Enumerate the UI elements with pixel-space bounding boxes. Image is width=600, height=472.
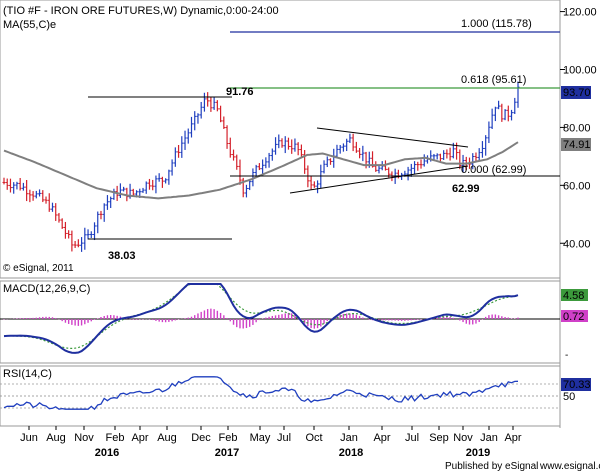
x-tick-label: Feb — [219, 432, 238, 444]
macd-value-badge — [561, 289, 588, 301]
signal-value-badge — [561, 310, 588, 322]
last-price-badge-text: 93.70 — [563, 87, 591, 99]
x-tick-label: Apr — [373, 432, 390, 444]
low-label: 38.03 — [108, 250, 136, 262]
macd-value-badge-text: 4.58 — [563, 290, 584, 302]
x-tick-label: Jan — [480, 432, 498, 444]
x-tick-label: Apr — [504, 432, 521, 444]
x-tick-label: Aug — [46, 432, 66, 444]
macd-signal-line — [4, 283, 519, 350]
fib-level-1000-label: 1.000 (115.78) — [461, 18, 532, 30]
ma-value-badge-text: 74.91 — [563, 139, 591, 151]
rsi-value-badge — [561, 378, 591, 391]
x-tick-label: Jul — [277, 432, 291, 444]
footer-website: www.esignal.com — [539, 461, 600, 472]
x-tick-label: Jul — [405, 432, 419, 444]
fib-level-0618-label: 0.618 (95.61) — [461, 74, 526, 86]
macd-axis-label: - — [565, 350, 568, 361]
signal-value-badge-text: 0.72 — [563, 311, 584, 323]
x-tick-label: Jun — [20, 432, 38, 444]
x-tick-label: Nov — [453, 432, 473, 444]
x-tick-label: Nov — [74, 432, 94, 444]
x-year-label: 2018 — [339, 447, 363, 459]
triangle-lower-trendline — [289, 165, 469, 194]
footer-bar — [0, 458, 600, 472]
y-tick-label: 80.00 — [563, 122, 591, 134]
copyright-text: © eSignal, 2011 — [3, 263, 74, 274]
x-tick-label: Aug — [157, 432, 177, 444]
x-year-label: 2016 — [95, 447, 119, 459]
macd-main-line — [3, 283, 519, 354]
ma-line-path — [3, 141, 519, 200]
macd-lines — [0, 283, 560, 354]
rsi-value-badge-text: 70.33 — [563, 379, 591, 391]
x-year-label: 2017 — [215, 447, 239, 459]
rsi-line-path — [3, 376, 519, 411]
fib-level-0000-label: 0.000 (62.99) — [461, 164, 526, 176]
ma-value-badge — [561, 138, 591, 151]
x-tick-label: Dec — [191, 432, 211, 444]
macd-legend: MACD(12,26,9,C) — [3, 283, 90, 295]
ma-line — [3, 141, 519, 200]
low2-label: 62.99 — [452, 183, 480, 195]
last-price-badge — [561, 86, 591, 99]
y-tick-label: 60.00 — [563, 180, 591, 192]
y-tick-label: 100.00 — [563, 65, 597, 77]
chart-title: (TIO #F - IRON ORE FUTURES,W) Dynamic,0:… — [3, 5, 279, 17]
x-axis: Jun Aug Nov Feb Apr Aug Dec Feb May Jul Oct Jan Apr J… — [20, 426, 522, 459]
y-tick-label: 40.00 — [563, 238, 591, 250]
x-tick-label: Apr — [131, 432, 148, 444]
x-year-label: 2019 — [466, 447, 490, 459]
triangle-upper-trendline — [316, 127, 469, 148]
rsi-legend: RSI(14,C) — [3, 368, 52, 380]
y-tick-label: 120.00 — [563, 7, 597, 19]
high-label: 91.76 — [226, 86, 254, 98]
x-tick-label: Jan — [340, 432, 358, 444]
x-tick-label: May — [250, 432, 271, 444]
price-y-axis: 40.00 60.00 80.00 100.00 120.00 — [560, 7, 597, 250]
price-panel — [0, 0, 561, 279]
footer-published: Published by eSignal — [445, 461, 538, 472]
rsi-line: 50 — [0, 376, 575, 411]
x-tick-label: Oct — [305, 432, 322, 444]
ma-legend: MA(55,C)e — [3, 19, 56, 31]
x-tick-label: Sep — [429, 432, 449, 444]
rsi-tick-label: 50 — [563, 391, 575, 403]
x-tick-label: Feb — [106, 432, 125, 444]
